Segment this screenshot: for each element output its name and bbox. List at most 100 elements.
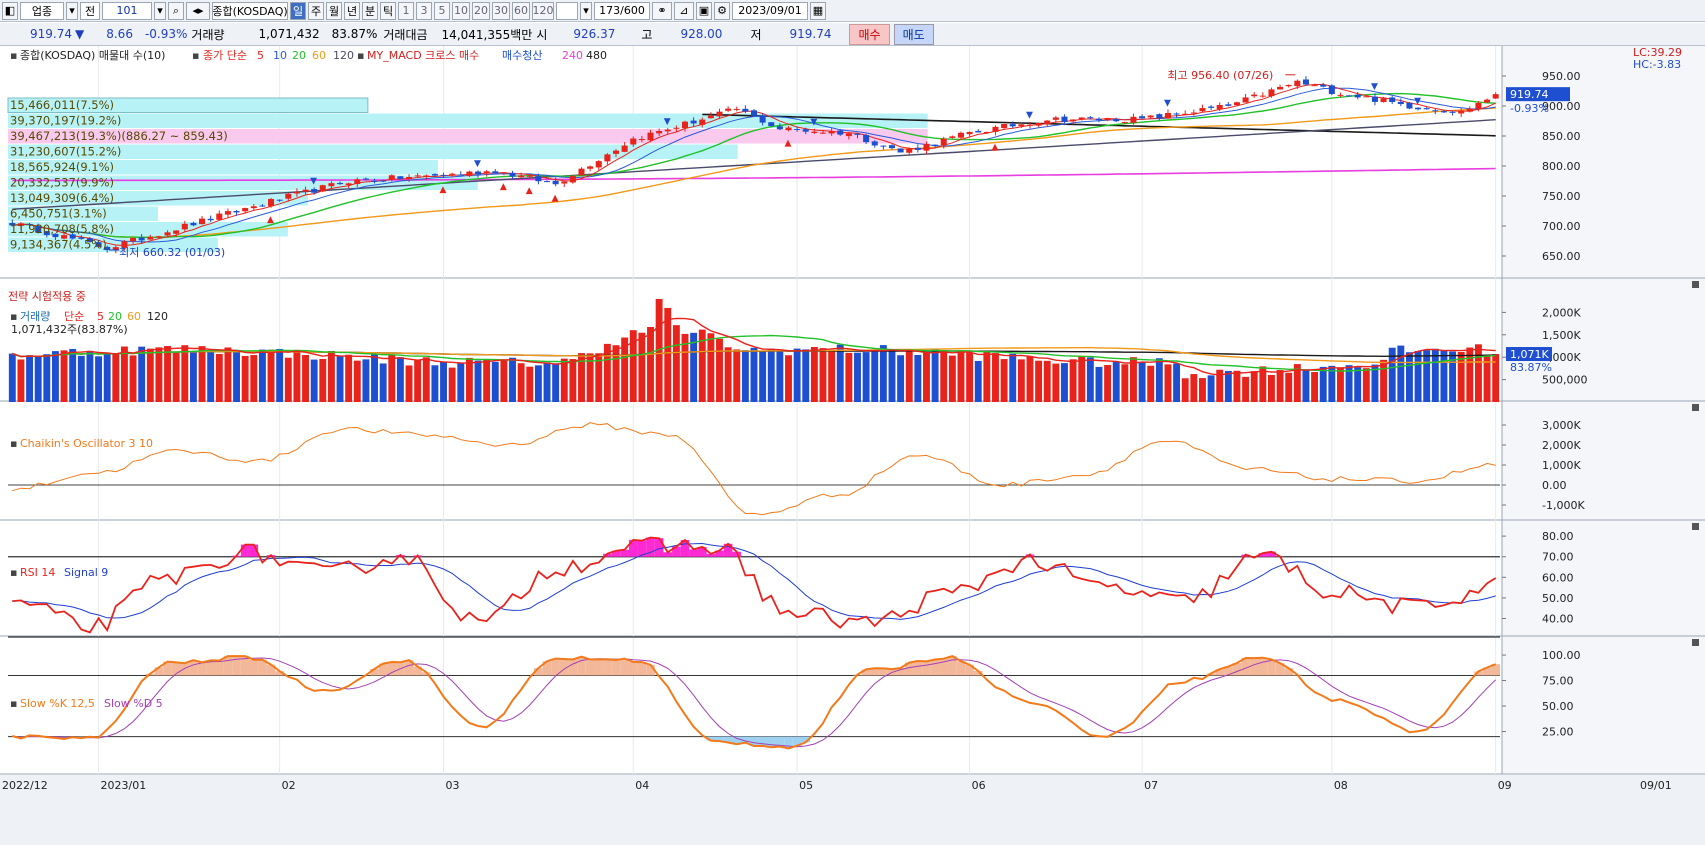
period-tick[interactable]: 틱 [380,2,396,20]
volume-bar [1475,344,1482,402]
volume-bar [1380,360,1387,402]
candle-body [1458,111,1464,114]
stoch-overbought-fill [206,660,215,675]
gear-icon[interactable]: ⚙ [714,2,730,20]
volume-bar [871,351,878,402]
stoch-y-label: 25.00 [1542,726,1574,739]
volume-bar [173,353,180,402]
period-year[interactable]: 년 [344,2,360,20]
candle-body [1389,97,1395,102]
candle-body [941,139,947,146]
chevron-down-icon[interactable]: ▾ [580,2,592,20]
minute-5[interactable]: 5 [434,2,450,20]
volume-bar [751,348,758,402]
market-select[interactable]: 업종 [20,2,64,20]
open-value: 926.37 [573,27,615,41]
stoch-oversold-fill [767,737,776,748]
volume-bar [285,358,292,402]
layout-icon[interactable]: ◧ [2,2,18,20]
minute-20[interactable]: 20 [472,2,490,20]
stoch-k-legend: Slow %K 12,5 [20,697,95,710]
volume-bar [1121,364,1128,402]
stoch-overbought-fill [594,659,603,675]
buy-button[interactable]: 매수 [849,24,889,45]
x-axis-label: 09 [1498,779,1512,792]
candle-body [872,141,878,145]
volume-bar [638,333,645,402]
candle-body [475,172,481,175]
volume-bar [613,345,620,402]
candle-body [1312,85,1318,86]
volume-bar [992,353,999,402]
volume-bar [923,353,930,402]
minute-1[interactable]: 1 [398,2,414,20]
volume-bar [802,349,809,402]
chevron-down-icon[interactable]: ▾ [66,2,78,20]
code-input[interactable]: 101 [102,2,152,20]
minute-3[interactable]: 3 [416,2,432,20]
down-arrow-icon: ▼ [75,27,84,41]
volume-bar [1113,362,1120,402]
candle-body [794,129,800,130]
mode-select[interactable]: 전 [80,2,100,20]
candle-body [510,173,516,177]
price-y-label: 800.00 [1542,160,1581,173]
chart-type-icon[interactable]: ⊿ [674,2,694,20]
rsi-legend: RSI 14 [20,566,55,579]
volume-profile-bar [8,114,928,129]
volume-bar [1225,371,1232,402]
volume-bar [311,360,318,402]
sell-button[interactable]: 매도 [894,24,934,45]
minute-120[interactable]: 120 [532,2,554,20]
volume-bar [906,351,913,402]
candle-body [139,237,145,240]
rsi-y-label: 80.00 [1542,530,1574,543]
volume-bar [1070,359,1077,402]
candle-body [665,130,671,132]
rsi-overbought-fill [241,545,250,557]
candle-body [915,148,921,150]
rsi-overbought-fill [655,538,664,557]
volume-bar [776,351,783,402]
data-count[interactable]: 173/600 [594,2,650,20]
link-icon[interactable]: ⚭ [652,2,672,20]
volume-bar [1234,371,1241,402]
stoch-overbought-fill [603,659,612,675]
volume-bar [1354,367,1361,402]
volume-bar [86,351,93,402]
calendar-icon[interactable]: ▦ [810,2,826,20]
period-day[interactable]: 일 [290,2,306,20]
minute-10[interactable]: 10 [452,2,470,20]
candle-body [742,109,748,112]
period-minute[interactable]: 분 [362,2,378,20]
candle-body [1001,124,1007,128]
stoch-d-legend: Slow %D 5 [104,697,163,710]
volume-bar [397,357,404,402]
chevron-down-icon[interactable]: ▾ [154,2,166,20]
buy-signal-arrow: ▲ [991,142,998,152]
save-icon[interactable]: ▣ [696,2,712,20]
price-y-label: 950.00 [1542,70,1581,83]
period-week[interactable]: 주 [308,2,324,20]
speaker-icon[interactable]: ◂▸ [186,2,210,20]
volume-bar [440,362,447,402]
candle-body [647,133,653,141]
search-icon[interactable]: ⌕ [168,2,184,20]
rsi-signal-legend: Signal 9 [64,566,108,579]
date-input[interactable]: 2023/09/01 [732,2,808,20]
candle-body [1156,114,1162,118]
minute-30[interactable]: 30 [492,2,510,20]
low-note: 최저 660.32 (01/03) [119,246,225,259]
minute-60[interactable]: 60 [512,2,530,20]
volume-bar [9,354,16,402]
volume-bar [1406,352,1413,402]
custom-period-input[interactable] [556,2,578,20]
rsi-y-label: 60.00 [1542,571,1574,584]
volume-bar [1087,357,1094,402]
period-month[interactable]: 월 [326,2,342,20]
volume-profile-label: 9,134,367(4.5%) [10,238,107,252]
volume-bar [1251,371,1258,402]
candle-body [328,183,334,186]
